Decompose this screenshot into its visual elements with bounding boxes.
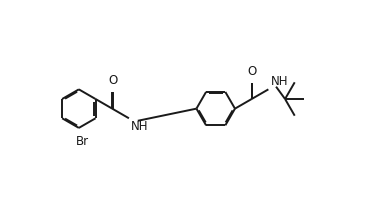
Text: O: O xyxy=(108,74,117,87)
Text: Br: Br xyxy=(76,135,89,148)
Text: NH: NH xyxy=(131,120,149,133)
Text: NH: NH xyxy=(271,75,288,88)
Text: O: O xyxy=(247,65,257,78)
